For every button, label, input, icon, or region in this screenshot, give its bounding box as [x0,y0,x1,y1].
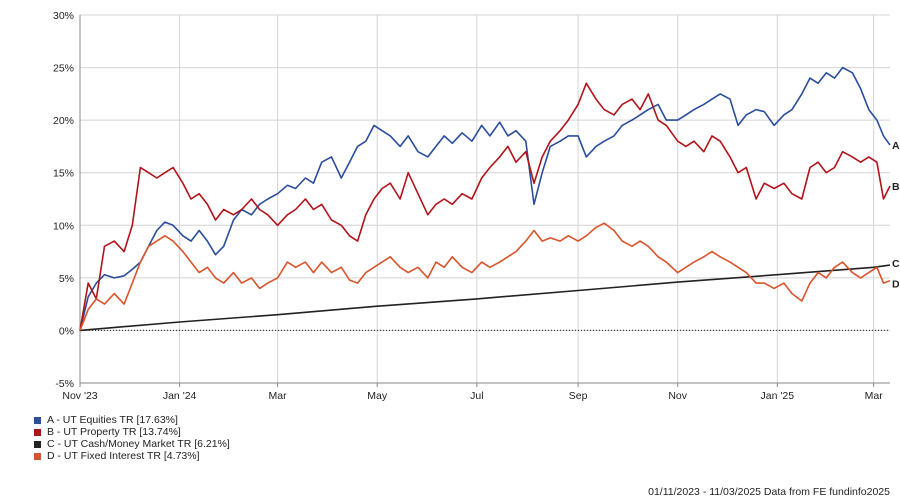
legend-swatch-b [34,428,41,436]
y-tick-label: 20% [53,115,74,127]
legend-item-d: D - UT Fixed Interest TR [4.73%] [34,450,230,462]
y-tick-label: 15% [53,168,74,180]
y-tick-label: -5% [55,378,74,390]
legend-label-b: B - UT Property TR [13.74%] [47,426,181,438]
legend-label-c: C - UT Cash/Money Market TR [6.21%] [47,438,230,450]
series-end-label-b: B [892,181,900,193]
legend-label-d: D - UT Fixed Interest TR [4.73%] [47,450,200,462]
series-end-label-a: A [892,140,900,152]
x-tick-label: Jan '25 [761,390,795,402]
x-tick-label: Sep [569,390,588,402]
x-tick-label: Nov '23 [62,390,97,402]
series-line-b [79,82,891,331]
x-tick-label: Mar [269,390,288,402]
y-tick-label: 10% [53,220,74,232]
y-tick-label: 5% [59,273,74,285]
legend-item-b: B - UT Property TR [13.74%] [34,426,230,438]
y-tick-label: 25% [53,63,74,75]
legend-label-a: A - UT Equities TR [17.63%] [47,414,178,426]
series-end-label-d: D [892,279,900,291]
legend-item-c: C - UT Cash/Money Market TR [6.21%] [34,438,230,450]
y-tick-label: 30% [53,10,74,22]
series-line-d [79,222,891,331]
y-tick-label: 0% [59,325,74,337]
x-tick-label: May [367,390,388,402]
series-line-a [79,66,891,331]
x-tick-label: Mar [865,390,884,402]
chart-footer: 01/11/2023 - 11/03/2025 Data from FE fun… [648,486,890,498]
x-tick-label: Jul [470,390,483,402]
series-line-c [79,264,891,332]
legend-swatch-d [34,452,41,460]
legend-swatch-c [34,440,41,448]
chart-area: 30% 25% 20% 15% 10% 5% 0% -5%Nov '23 Jan '24 Mar M… [53,10,900,402]
x-tick-label: Nov [668,390,687,402]
legend-item-a: A - UT Equities TR [17.63%] [34,414,230,426]
chart-legend: A - UT Equities TR [17.63%] B - UT Prope… [34,414,230,462]
legend-swatch-a [34,416,41,424]
series-end-label-c: C [892,258,900,270]
x-tick-label: Jan '24 [163,390,197,402]
